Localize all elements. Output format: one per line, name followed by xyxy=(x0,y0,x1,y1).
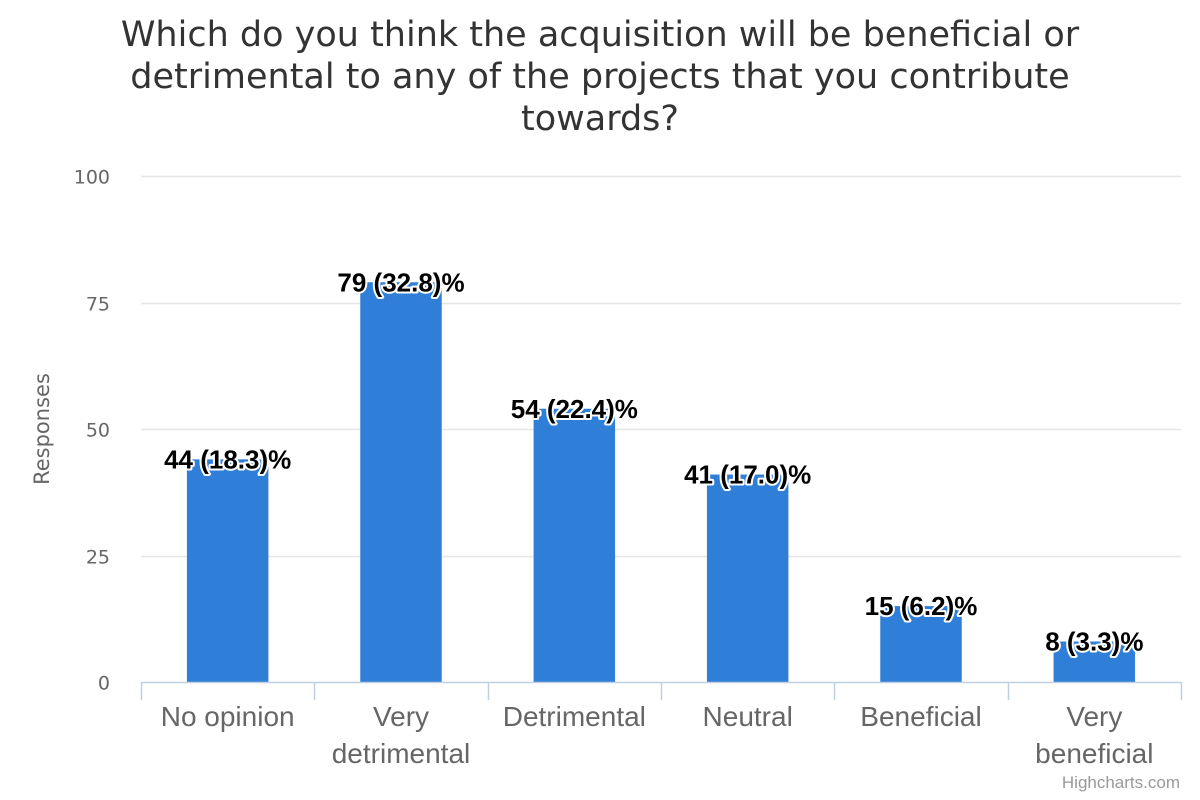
x-tick-label: Beneficial xyxy=(860,701,981,732)
bar[interactable] xyxy=(533,408,616,682)
bar[interactable] xyxy=(186,459,269,682)
data-label: 41 (17.0)% xyxy=(684,460,811,490)
data-label: 8 (3.3)% xyxy=(1045,627,1143,657)
data-label: 44 (18.3)% xyxy=(164,444,291,474)
y-tick-label: 100 xyxy=(74,167,110,189)
bar[interactable] xyxy=(706,474,789,682)
bar[interactable] xyxy=(360,282,442,682)
gridlines xyxy=(141,175,1181,558)
x-axis-labels: No opinion Very detrimental Detrimental Neut… xyxy=(161,701,1154,769)
y-tick-label: 25 xyxy=(86,547,110,569)
chart-title: Which do you think the acquisition will … xyxy=(120,15,1080,139)
x-tick-label: Detrimental xyxy=(503,701,646,732)
bar[interactable] xyxy=(1053,641,1136,682)
y-axis-ticks: 0 25 50 75 100 xyxy=(74,167,110,695)
y-axis-title: Responses xyxy=(30,373,54,485)
bars xyxy=(186,282,1136,682)
bar[interactable] xyxy=(880,606,962,682)
x-tick-label: No opinion xyxy=(161,701,295,732)
data-label: 15 (6.2)% xyxy=(865,591,978,621)
data-labels: 44 (18.3)% 79 (32.8)% 54 (22.4)% 41 (17.0)%… xyxy=(162,265,1145,658)
x-tick-label: Very detrimental xyxy=(332,701,471,769)
credits-link[interactable]: Highcharts.com xyxy=(1061,773,1180,792)
y-tick-label: 0 xyxy=(98,673,110,695)
data-label: 79 (32.8)% xyxy=(337,267,464,297)
data-label: 54 (22.4)% xyxy=(511,394,638,424)
y-tick-label: 50 xyxy=(86,420,110,442)
x-tick-label: Very beneficial xyxy=(1035,701,1153,769)
x-axis xyxy=(140,681,1183,700)
x-tick-label: Neutral xyxy=(703,701,793,732)
y-tick-label: 75 xyxy=(86,294,110,316)
